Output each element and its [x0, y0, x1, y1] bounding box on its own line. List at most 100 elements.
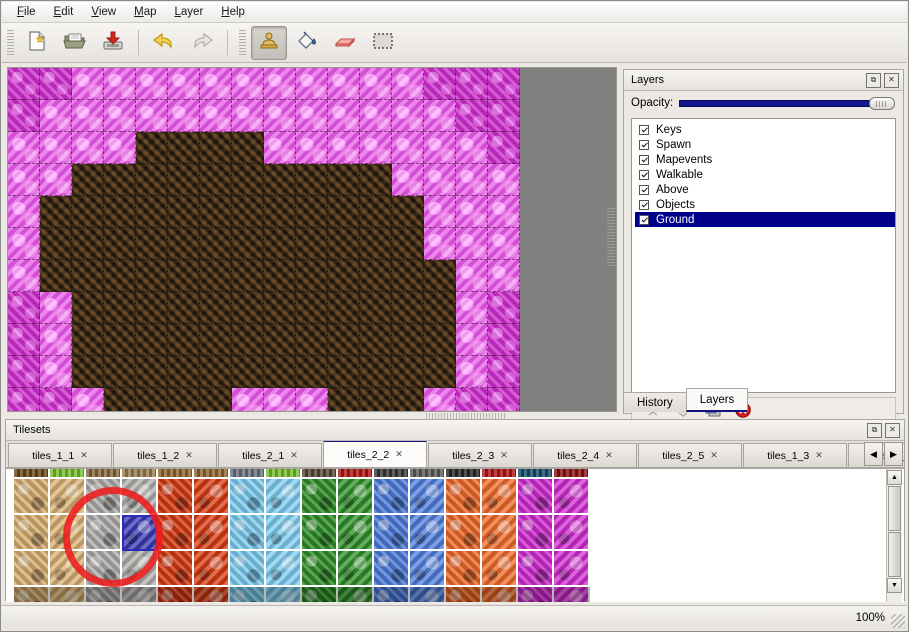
palette-tile[interactable] [338, 515, 374, 551]
map-tile[interactable] [8, 388, 40, 411]
palette-tile[interactable] [50, 551, 86, 587]
map-tile[interactable] [104, 260, 136, 292]
palette-tile[interactable] [554, 469, 590, 479]
menu-help[interactable]: Help [221, 6, 245, 18]
map-tile[interactable] [104, 388, 136, 411]
palette-tile[interactable] [14, 479, 50, 515]
palette-tile[interactable] [554, 551, 590, 587]
map-tile[interactable] [104, 132, 136, 164]
map-tile[interactable] [232, 132, 264, 164]
map-tile[interactable] [424, 196, 456, 228]
palette-tile[interactable] [374, 551, 410, 587]
map-tile[interactable] [296, 196, 328, 228]
map-tile[interactable] [104, 164, 136, 196]
map-tile[interactable] [424, 132, 456, 164]
tileset-tab-tiles_1_3[interactable]: tiles_1_3 ✕ [743, 443, 847, 467]
map-tile[interactable] [456, 228, 488, 260]
map-tile[interactable] [264, 292, 296, 324]
map-tile[interactable] [264, 388, 296, 411]
palette-tile[interactable] [122, 515, 158, 551]
map-tile[interactable] [456, 68, 488, 100]
map-tile[interactable] [392, 68, 424, 100]
palette-tile[interactable] [122, 479, 158, 515]
map-tile[interactable] [456, 164, 488, 196]
palette-scrollbar[interactable]: ▲ ▼ [886, 469, 902, 602]
palette-tile[interactable] [14, 551, 50, 587]
map-tile[interactable] [328, 196, 360, 228]
palette-tile[interactable] [266, 479, 302, 515]
map-tile[interactable] [168, 260, 200, 292]
tile-grid[interactable] [14, 469, 590, 602]
layer-visibility-checkbox[interactable] [639, 199, 649, 210]
map-tile[interactable] [8, 356, 40, 388]
palette-tile[interactable] [158, 587, 194, 602]
map-tile[interactable] [392, 388, 424, 411]
open-map-button[interactable] [57, 26, 93, 60]
palette-tile[interactable] [446, 587, 482, 602]
map-tile[interactable] [392, 196, 424, 228]
map-tile[interactable] [168, 388, 200, 411]
palette-tile[interactable] [194, 515, 230, 551]
map-tile[interactable] [264, 228, 296, 260]
map-tile[interactable] [200, 260, 232, 292]
map-tile[interactable] [200, 356, 232, 388]
palette-tile[interactable] [338, 469, 374, 479]
palette-tile[interactable] [410, 515, 446, 551]
palette-tile[interactable] [338, 479, 374, 515]
palette-tile[interactable] [86, 551, 122, 587]
map-tile[interactable] [360, 260, 392, 292]
palette-tile[interactable] [518, 469, 554, 479]
map-tile[interactable] [264, 68, 296, 100]
map-tile[interactable] [424, 260, 456, 292]
palette-tile[interactable] [410, 469, 446, 479]
map-tile[interactable] [136, 132, 168, 164]
tileset-tab-tiles_2_5[interactable]: tiles_2_5 ✕ [638, 443, 742, 467]
map-tile[interactable] [392, 100, 424, 132]
map-tile[interactable] [8, 132, 40, 164]
palette-tile[interactable] [374, 587, 410, 602]
new-map-button[interactable] [19, 26, 55, 60]
map-tile[interactable] [296, 228, 328, 260]
map-tile[interactable] [488, 68, 520, 100]
map-tile[interactable] [488, 292, 520, 324]
layer-row-mapevents[interactable]: Mapevents [635, 152, 895, 167]
horizontal-splitter[interactable] [426, 413, 506, 420]
layers-float-icon[interactable]: ⧉ [866, 72, 881, 88]
palette-scroll-thumb-bottom[interactable] [888, 532, 901, 577]
palette-tile[interactable] [266, 515, 302, 551]
tileset-tab-tiles_1_2[interactable]: tiles_1_2 ✕ [113, 443, 217, 467]
tileset-tab-close-icon[interactable]: ✕ [395, 449, 403, 459]
map-tile[interactable] [456, 388, 488, 411]
tileset-tab-close-icon[interactable]: ✕ [185, 450, 193, 460]
palette-tile[interactable] [158, 551, 194, 587]
map-tile[interactable] [8, 324, 40, 356]
tileset-tab-close-icon[interactable]: ✕ [605, 450, 613, 460]
map-tile[interactable] [232, 164, 264, 196]
map-tile[interactable] [8, 196, 40, 228]
palette-tile[interactable] [50, 515, 86, 551]
map-tile[interactable] [136, 68, 168, 100]
rectangle-select-button[interactable] [365, 26, 401, 60]
map-tile[interactable] [488, 228, 520, 260]
map-tile[interactable] [360, 100, 392, 132]
map-tile[interactable] [72, 228, 104, 260]
map-tile[interactable] [104, 100, 136, 132]
palette-tile[interactable] [14, 469, 50, 479]
map-tile[interactable] [136, 228, 168, 260]
map-tile[interactable] [456, 324, 488, 356]
map-tile[interactable] [200, 164, 232, 196]
palette-tile[interactable] [122, 587, 158, 602]
layer-row-above[interactable]: Above [635, 182, 895, 197]
opacity-slider[interactable] [679, 97, 895, 110]
map-tile[interactable] [424, 100, 456, 132]
map-canvas-area[interactable] [7, 67, 617, 412]
map-tile[interactable] [328, 228, 360, 260]
map-tile[interactable] [168, 68, 200, 100]
map-tile[interactable] [40, 388, 72, 411]
map-tile[interactable] [136, 324, 168, 356]
stamp-tool-button[interactable] [251, 25, 287, 60]
layer-visibility-checkbox[interactable] [639, 169, 649, 180]
tileset-tab-close-icon[interactable]: ✕ [815, 450, 823, 460]
map-tile[interactable] [456, 100, 488, 132]
map-tile[interactable] [456, 292, 488, 324]
